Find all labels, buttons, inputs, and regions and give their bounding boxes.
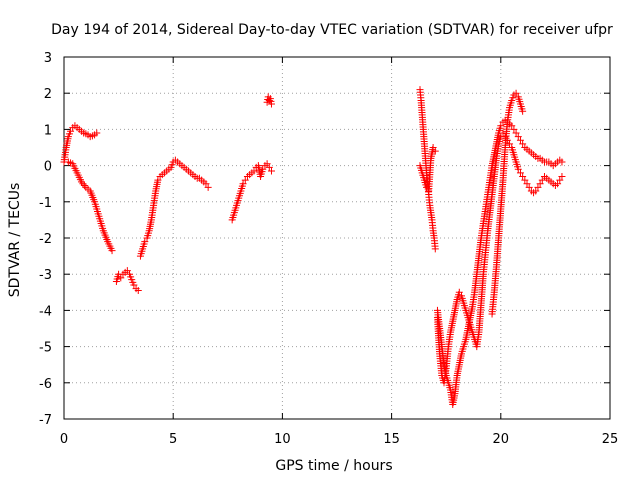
data-point: [512, 129, 520, 137]
series-arc-k: [488, 89, 527, 318]
data-point: [429, 144, 437, 151]
data-point: [508, 122, 516, 130]
data-point-fill: [79, 180, 87, 188]
y-axis-label: SDTVAR / TECUs: [7, 183, 23, 298]
data-point: [519, 140, 527, 148]
y-tick-label: -6: [39, 377, 52, 392]
data-point: [499, 129, 507, 137]
data-point: [516, 136, 524, 144]
data-point: [265, 96, 273, 104]
y-tick-label: -4: [39, 304, 52, 319]
data-point-fill: [80, 182, 88, 190]
x-tick-label: 20: [493, 432, 510, 447]
y-tick-labels: -7 -6 -5 -4 -3 -2 -1 0 1 2 3: [39, 51, 52, 428]
data-point: [506, 140, 514, 148]
x-tick-label: 15: [383, 432, 400, 447]
data-point: [431, 147, 439, 155]
x-tick-labels: 0 5 10 15 20 25: [60, 432, 618, 447]
data-point: [267, 167, 275, 175]
data-point: [497, 122, 505, 130]
series-arc-a: [60, 122, 101, 166]
data-point: [267, 100, 275, 108]
x-tick-label: 0: [60, 432, 68, 447]
data-point: [510, 125, 518, 133]
data-point: [523, 180, 531, 188]
data-point: [538, 176, 546, 184]
data-point: [455, 288, 463, 296]
data-point: [532, 187, 540, 195]
data-point: [108, 247, 116, 255]
data-point: [516, 169, 524, 177]
data-point: [519, 172, 527, 180]
y-tick-label: -1: [39, 196, 52, 211]
y-tick-label: -5: [39, 341, 52, 356]
y-tick-label: -2: [39, 232, 52, 247]
data-point: [263, 160, 271, 168]
data-point: [67, 127, 75, 135]
data-point: [141, 238, 149, 246]
data-point: [514, 133, 522, 141]
data-point: [525, 183, 533, 191]
data-points: [60, 86, 566, 409]
series-arc-e: [228, 160, 275, 224]
series-arc-d: [136, 156, 212, 260]
data-point: [512, 89, 520, 97]
data-point: [558, 172, 566, 180]
y-tick-label: 3: [44, 51, 52, 66]
data-point: [501, 133, 509, 141]
axis-ticks: [63, 56, 611, 420]
data-point: [556, 176, 564, 184]
data-point: [123, 267, 131, 275]
x-tick-label: 10: [274, 432, 291, 447]
series-arc-f: [263, 93, 275, 108]
data-point: [93, 129, 101, 137]
data-point: [536, 180, 544, 188]
y-tick-label: 1: [44, 123, 52, 138]
data-point: [554, 180, 562, 188]
y-tick-label: 2: [44, 87, 52, 102]
x-axis-label: GPS time / hours: [275, 458, 392, 474]
data-point: [117, 274, 125, 282]
chart-title: Day 194 of 2014, Sidereal Day-to-day VTE…: [51, 22, 613, 38]
data-point: [202, 180, 210, 188]
x-tick-label: 5: [169, 432, 177, 447]
y-tick-label: 0: [44, 160, 52, 175]
data-point: [521, 176, 529, 184]
series-arc-b: [60, 158, 116, 255]
data-point: [519, 107, 527, 115]
series-arc-h: [416, 144, 439, 195]
y-tick-label: -3: [39, 268, 52, 283]
data-point: [241, 176, 249, 184]
series-arc-g: [416, 86, 439, 253]
data-point: [239, 180, 247, 188]
data-point: [77, 178, 85, 186]
y-tick-label: -7: [39, 413, 52, 428]
data-point: [259, 165, 267, 173]
data-point: [134, 286, 142, 294]
data-point: [431, 245, 439, 253]
data-point: [265, 163, 273, 171]
series-arc-c: [112, 267, 142, 294]
data-point: [204, 183, 212, 191]
data-point: [250, 167, 258, 175]
data-point: [534, 183, 542, 191]
data-point: [514, 165, 522, 173]
x-tick-label: 25: [602, 432, 619, 447]
data-point: [130, 281, 138, 289]
data-point: [558, 158, 566, 166]
data-point: [154, 176, 162, 184]
